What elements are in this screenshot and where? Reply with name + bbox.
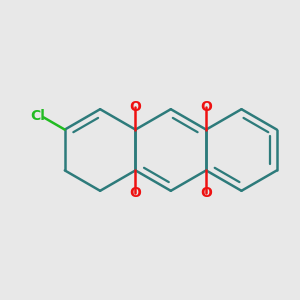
Text: O: O (130, 186, 141, 200)
Text: O: O (200, 100, 212, 114)
Text: O: O (200, 186, 212, 200)
Text: Cl: Cl (30, 109, 45, 123)
Text: O: O (130, 100, 141, 114)
